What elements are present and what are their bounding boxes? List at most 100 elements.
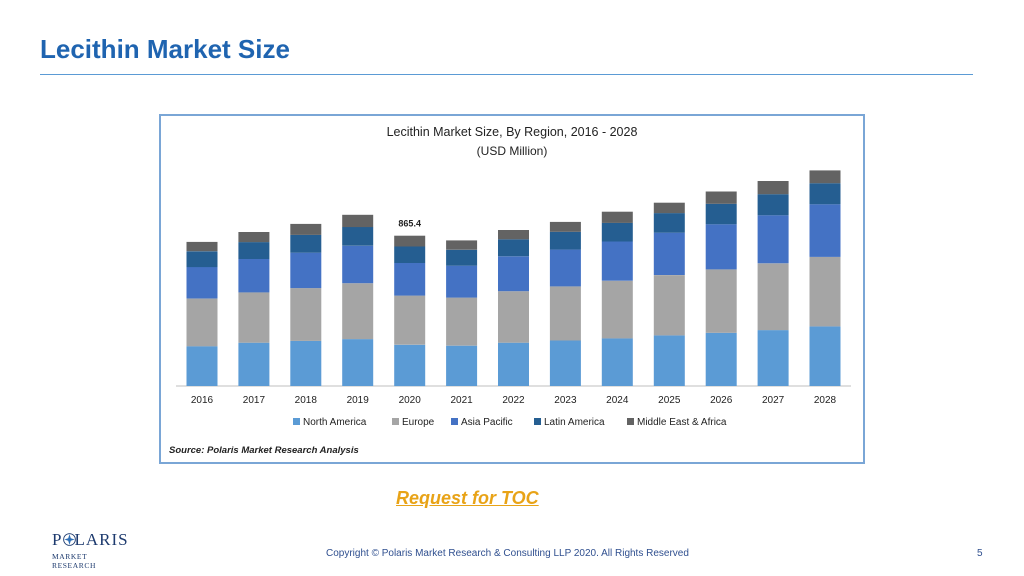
bar-segment-2026-0 bbox=[705, 332, 737, 386]
x-tick-label: 2027 bbox=[762, 395, 785, 406]
bar-segment-2017-1 bbox=[238, 292, 270, 343]
bar-segment-2028-4 bbox=[809, 170, 841, 184]
bar-segment-2024-3 bbox=[601, 222, 633, 242]
bar-segment-2020-0 bbox=[394, 344, 426, 387]
x-tick-label: 2017 bbox=[243, 395, 266, 406]
x-tick-label: 2018 bbox=[295, 395, 318, 406]
page-number: 5 bbox=[977, 548, 983, 559]
x-tick-label: 2026 bbox=[710, 395, 733, 406]
logo-word-start: P bbox=[52, 530, 63, 549]
logo-subtitle: MARKET RESEARCH bbox=[52, 552, 96, 570]
chart-source: Source: Polaris Market Research Analysis bbox=[169, 445, 359, 456]
bar-segment-2023-4 bbox=[549, 221, 581, 232]
bar-segment-2016-3 bbox=[186, 251, 218, 268]
data-label: 865.4 bbox=[398, 219, 421, 229]
bar-segment-2019-1 bbox=[342, 283, 374, 340]
bar-segment-2021-1 bbox=[446, 297, 478, 346]
bar-segment-2028-3 bbox=[809, 183, 841, 205]
bar-segment-2025-0 bbox=[653, 335, 685, 386]
bar-segment-2018-1 bbox=[290, 288, 322, 341]
bar-segment-2023-1 bbox=[549, 286, 581, 341]
bar-segment-2024-2 bbox=[601, 241, 633, 281]
logo-word-end: LARIS bbox=[74, 530, 129, 549]
legend-label: Middle East & Africa bbox=[637, 417, 727, 428]
bar-segment-2026-4 bbox=[705, 191, 737, 204]
bar-segment-2022-1 bbox=[498, 291, 529, 343]
bar-segment-2017-3 bbox=[238, 242, 270, 259]
bar-segment-2018-0 bbox=[290, 340, 322, 386]
logo-wordmark: P LARIS bbox=[52, 530, 129, 550]
x-tick-label: 2022 bbox=[502, 395, 525, 406]
bar-segment-2028-0 bbox=[809, 326, 841, 386]
legend-swatch bbox=[534, 418, 541, 425]
bar-segment-2021-3 bbox=[446, 249, 478, 266]
bar-segment-2026-3 bbox=[705, 203, 737, 225]
bar-segment-2027-1 bbox=[757, 263, 789, 331]
bar-segment-2024-4 bbox=[601, 211, 633, 223]
bar-segment-2024-0 bbox=[601, 338, 633, 386]
legend-swatch bbox=[392, 418, 399, 425]
title-divider bbox=[40, 74, 973, 75]
bar-segment-2019-2 bbox=[342, 245, 374, 284]
x-tick-labels: 2016 2017 2018 2019 2020 2021 2022 2023 2024 2025… bbox=[191, 395, 837, 406]
bar-segment-2025-4 bbox=[653, 202, 685, 214]
request-toc-link[interactable]: Request for TOC bbox=[396, 488, 539, 508]
legend-swatch bbox=[627, 418, 634, 425]
bar-segment-2022-0 bbox=[498, 342, 529, 386]
bar-segment-2025-2 bbox=[653, 232, 685, 275]
x-tick-label: 2023 bbox=[554, 395, 577, 406]
stacked-bar-chart: Lecithin Market Size, By Region, 2016 - … bbox=[169, 125, 851, 456]
bar-segment-2019-4 bbox=[342, 214, 374, 228]
bar-segment-2021-0 bbox=[446, 345, 478, 386]
chart-subtitle: (USD Million) bbox=[477, 144, 548, 158]
bar-segment-2025-1 bbox=[653, 275, 685, 336]
copyright-text: Copyright © Polaris Market Research & Co… bbox=[326, 548, 689, 559]
bar-segment-2018-4 bbox=[290, 223, 322, 235]
bar-segment-2027-4 bbox=[757, 181, 789, 195]
bar-segment-2023-0 bbox=[549, 340, 581, 386]
x-tick-label: 2016 bbox=[191, 395, 214, 406]
legend-swatch bbox=[451, 418, 458, 425]
bar-segment-2028-1 bbox=[809, 256, 841, 327]
bar-segment-2016-2 bbox=[186, 267, 218, 299]
bar-segment-2017-4 bbox=[238, 232, 270, 243]
bar-segment-2022-4 bbox=[498, 230, 529, 240]
logo-star-icon bbox=[63, 533, 76, 546]
bar-segment-2020-2 bbox=[394, 263, 426, 296]
legend-swatch bbox=[293, 418, 300, 425]
bar-segment-2026-1 bbox=[705, 269, 737, 333]
bar-segment-2017-2 bbox=[238, 259, 270, 293]
bar-segment-2021-4 bbox=[446, 240, 478, 250]
bar-segment-2024-1 bbox=[601, 280, 633, 339]
x-tick-label: 2024 bbox=[606, 395, 629, 406]
x-tick-label: 2028 bbox=[814, 395, 837, 406]
bar-segment-2020-3 bbox=[394, 246, 426, 263]
bar-segment-2023-2 bbox=[549, 249, 581, 287]
chart-title: Lecithin Market Size, By Region, 2016 - … bbox=[387, 125, 638, 139]
bar-segment-2025-3 bbox=[653, 213, 685, 233]
x-tick-label: 2020 bbox=[399, 395, 422, 406]
bar-segment-2027-0 bbox=[757, 330, 789, 386]
bar-segment-2020-4 bbox=[394, 235, 426, 247]
page-title: Lecithin Market Size bbox=[40, 34, 290, 64]
bar-segment-2028-2 bbox=[809, 204, 841, 257]
bar-segment-2019-3 bbox=[342, 227, 374, 246]
legend-label: North America bbox=[303, 417, 367, 428]
bar-segment-2022-3 bbox=[498, 239, 529, 257]
bar-segment-2016-1 bbox=[186, 298, 218, 347]
bar-segment-2022-2 bbox=[498, 256, 529, 292]
annotations: 865.4 bbox=[398, 219, 421, 229]
legend-label: Asia Pacific bbox=[461, 417, 513, 428]
legend-label: Latin America bbox=[544, 417, 605, 428]
bar-segment-2021-2 bbox=[446, 265, 478, 298]
bar-segment-2018-2 bbox=[290, 252, 322, 289]
bar-segment-2027-3 bbox=[757, 194, 789, 216]
bar-segment-2016-4 bbox=[186, 241, 218, 252]
bar-segment-2020-1 bbox=[394, 295, 426, 345]
bar-segment-2023-3 bbox=[549, 231, 581, 250]
chart-legend: North America Europe Asia Pacific Latin Ame… bbox=[293, 417, 727, 428]
polaris-logo: P LARIS MARKET RESEARCH bbox=[52, 530, 132, 570]
bar-segment-2019-0 bbox=[342, 339, 374, 386]
bar-segment-2026-2 bbox=[705, 224, 737, 270]
bar-group bbox=[186, 170, 841, 387]
